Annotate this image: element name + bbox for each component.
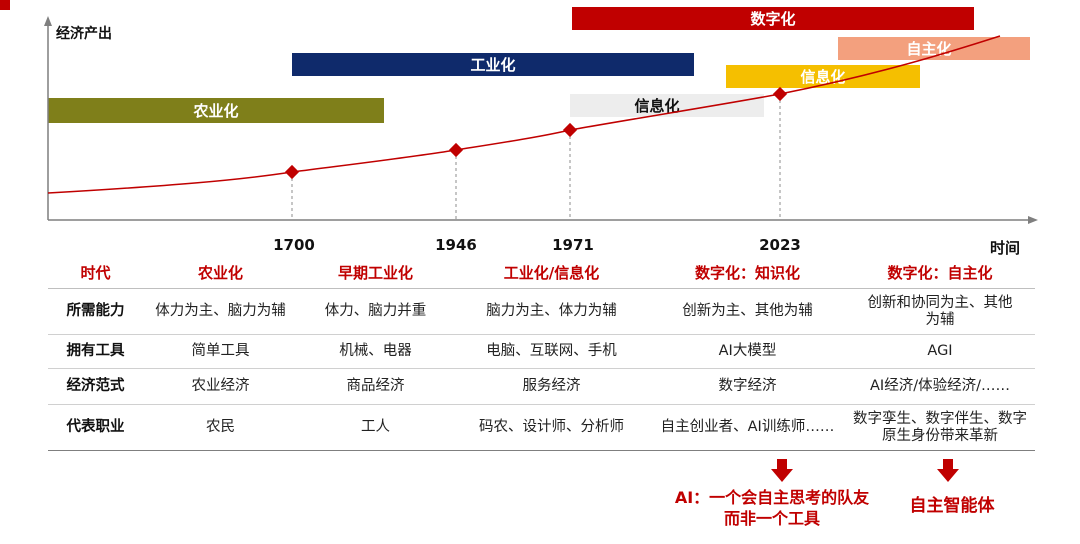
- header-cell: 数字化：自主化: [887, 263, 993, 282]
- era-bar-label: 农业化: [193, 102, 239, 120]
- table-row: 经济范式 农业经济 商品经济 服务经济 数字经济 AI经济/体验经济/……: [48, 369, 1035, 405]
- era-bar-label: 信息化: [800, 68, 846, 86]
- marker-2023: [772, 86, 788, 102]
- table-cell: 脑力为主、体力为辅: [486, 303, 617, 319]
- era-bar-agriculture: 农业化: [48, 98, 384, 123]
- table-cell: 农业经济: [191, 378, 250, 394]
- year-label-2023: 2023: [759, 236, 801, 254]
- era-bar-label: 数字化: [750, 10, 796, 28]
- header-cell: 早期工业化: [337, 263, 413, 282]
- table-cell: 电脑、互联网、手机: [486, 343, 617, 359]
- table-cell: 简单工具: [191, 343, 250, 359]
- table-cell: 创新和协同为主、其他为辅: [867, 294, 1013, 328]
- era-bar-digitalization: 数字化: [572, 7, 974, 30]
- header-cell: 工业化/信息化: [503, 263, 600, 282]
- table-cell: 数字经济: [718, 378, 777, 394]
- table-cell: 数字孪生、数字伴生、数字原生身份带来革新: [853, 410, 1027, 444]
- marker-1971: [562, 122, 578, 138]
- down-arrow-icon: [771, 459, 793, 483]
- down-arrow-icon: [937, 459, 959, 483]
- era-bar-industrialization: 工业化: [292, 53, 694, 76]
- callout-ai-teammate: AI：一个会自主思考的队友 而非一个工具: [675, 487, 869, 529]
- table-header-row: 时代 农业化 早期工业化 工业化/信息化 数字化：知识化 数字化：自主化: [48, 258, 1035, 289]
- year-label-1700: 1700: [273, 236, 315, 254]
- header-cell: 时代: [80, 263, 111, 282]
- growth-chart: [44, 16, 1038, 224]
- era-bar-label: 自主化: [906, 40, 952, 58]
- table-cell: 创新为主、其他为辅: [682, 303, 813, 319]
- year-label-1971: 1971: [552, 236, 594, 254]
- table-row: 所需能力 体力为主、脑力为辅 体力、脑力并重 脑力为主、体力为辅 创新为主、其他…: [48, 289, 1035, 335]
- x-axis-label: 时间: [990, 239, 1021, 257]
- era-bar-label: 信息化: [634, 97, 680, 115]
- corner-accent-mark: [0, 0, 10, 10]
- growth-curve: [47, 35, 1001, 194]
- table-row: 拥有工具 简单工具 机械、电器 电脑、互联网、手机 AI大模型 AGI: [48, 335, 1035, 369]
- table-cell: 自主创业者、AI训练师……: [660, 419, 835, 435]
- table-cell: 农民: [206, 419, 235, 435]
- table-cell: AI大模型: [718, 343, 777, 359]
- y-axis-label: 经济产出: [56, 26, 112, 42]
- table-row: 代表职业 农民 工人 码农、设计师、分析师 自主创业者、AI训练师…… 数字孪生…: [48, 405, 1035, 451]
- x-axis-arrow: [1028, 216, 1038, 224]
- year-label-1946: 1946: [435, 236, 477, 254]
- callout-line: AI：一个会自主思考的队友: [674, 488, 870, 507]
- row-label: 所需能力: [66, 303, 125, 319]
- marker-1946: [448, 142, 464, 158]
- era-comparison-table: 时代 农业化 早期工业化 工业化/信息化 数字化：知识化 数字化：自主化 所需能…: [48, 258, 1035, 451]
- table-cell: AI经济/体验经济/……: [870, 378, 1010, 394]
- y-axis-arrow: [44, 16, 52, 26]
- table-cell: 工人: [361, 419, 390, 435]
- table-cell: 机械、电器: [339, 343, 412, 359]
- table-cell: 体力、脑力并重: [324, 303, 427, 319]
- callout-line: 而非一个工具: [723, 509, 820, 528]
- era-bar-informatization-gray: 信息化: [570, 94, 764, 117]
- row-label: 经济范式: [66, 378, 125, 394]
- row-label: 拥有工具: [66, 343, 125, 359]
- marker-1700: [284, 164, 300, 180]
- era-bar-autonomization: 自主化: [838, 37, 1030, 60]
- header-cell: 数字化：知识化: [694, 263, 800, 282]
- callout-autonomous-agent: 自主智能体: [909, 496, 995, 516]
- table-cell: 码农、设计师、分析师: [479, 419, 624, 435]
- header-cell: 农业化: [197, 263, 243, 282]
- table-cell: AGI: [927, 343, 953, 359]
- era-bar-label: 工业化: [470, 56, 516, 74]
- table-cell: 服务经济: [522, 378, 581, 394]
- row-label: 代表职业: [66, 419, 125, 435]
- table-cell: 体力为主、脑力为辅: [155, 303, 286, 319]
- table-cell: 商品经济: [346, 378, 405, 394]
- era-bar-informatization-yellow: 信息化: [726, 65, 920, 88]
